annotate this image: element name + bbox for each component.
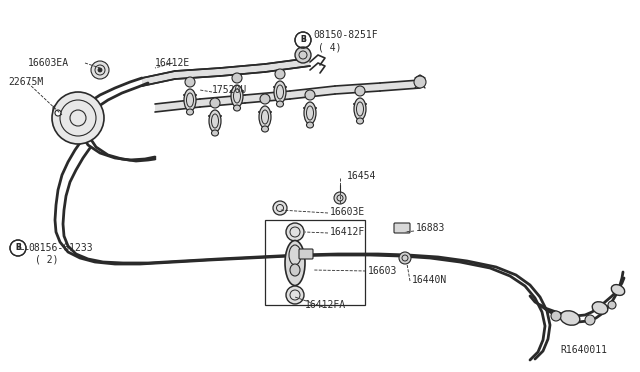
- Polygon shape: [175, 68, 220, 79]
- Circle shape: [608, 301, 616, 309]
- Text: ( 4): ( 4): [318, 43, 342, 53]
- Circle shape: [355, 86, 365, 96]
- Ellipse shape: [276, 101, 284, 107]
- Ellipse shape: [592, 302, 608, 314]
- Circle shape: [260, 94, 270, 104]
- Ellipse shape: [184, 89, 196, 111]
- Text: 16603EA: 16603EA: [28, 58, 69, 68]
- Polygon shape: [290, 86, 335, 99]
- Text: B: B: [300, 35, 306, 45]
- Ellipse shape: [611, 285, 625, 295]
- Circle shape: [52, 92, 104, 144]
- Text: B: B: [15, 244, 21, 253]
- Text: R1640011: R1640011: [560, 345, 607, 355]
- Polygon shape: [155, 99, 200, 112]
- Text: 16412E: 16412E: [155, 58, 190, 68]
- Polygon shape: [335, 83, 380, 94]
- Polygon shape: [380, 80, 420, 91]
- Circle shape: [399, 252, 411, 264]
- Circle shape: [55, 110, 61, 116]
- Text: 16883: 16883: [416, 223, 445, 233]
- Ellipse shape: [307, 122, 314, 128]
- Ellipse shape: [560, 311, 580, 325]
- Text: 16412FA: 16412FA: [305, 300, 346, 310]
- Text: B: B: [300, 35, 306, 45]
- Circle shape: [185, 77, 195, 87]
- Ellipse shape: [211, 130, 218, 136]
- Circle shape: [273, 201, 287, 215]
- Circle shape: [210, 98, 220, 108]
- Circle shape: [585, 315, 595, 325]
- Circle shape: [305, 90, 315, 100]
- FancyBboxPatch shape: [394, 223, 410, 233]
- Ellipse shape: [356, 118, 364, 124]
- Text: 08156-61233: 08156-61233: [28, 243, 93, 253]
- Circle shape: [98, 68, 102, 72]
- FancyBboxPatch shape: [53, 106, 75, 120]
- Polygon shape: [200, 95, 245, 107]
- Polygon shape: [265, 58, 310, 72]
- Text: B: B: [15, 244, 21, 253]
- Circle shape: [232, 73, 242, 83]
- Ellipse shape: [285, 241, 305, 285]
- Ellipse shape: [274, 81, 286, 103]
- Text: 16412F: 16412F: [330, 227, 365, 237]
- Polygon shape: [142, 71, 175, 86]
- Ellipse shape: [304, 102, 316, 124]
- Ellipse shape: [262, 126, 269, 132]
- Ellipse shape: [259, 106, 271, 128]
- FancyBboxPatch shape: [299, 249, 313, 259]
- Circle shape: [91, 61, 109, 79]
- Ellipse shape: [290, 264, 300, 276]
- Circle shape: [414, 76, 426, 88]
- Circle shape: [551, 311, 561, 321]
- Text: 08150-8251F: 08150-8251F: [313, 30, 378, 40]
- Text: 16454: 16454: [347, 171, 376, 181]
- Circle shape: [275, 69, 285, 79]
- Ellipse shape: [231, 85, 243, 107]
- Circle shape: [334, 192, 346, 204]
- Text: 16440N: 16440N: [412, 275, 447, 285]
- Circle shape: [286, 223, 304, 241]
- Text: 17520U: 17520U: [212, 85, 247, 95]
- Ellipse shape: [234, 105, 241, 111]
- Text: 16603: 16603: [368, 266, 397, 276]
- Text: 22675M: 22675M: [8, 77, 44, 87]
- Text: ( 2): ( 2): [35, 255, 58, 265]
- Text: 16603E: 16603E: [330, 207, 365, 217]
- Polygon shape: [245, 91, 290, 103]
- Polygon shape: [220, 64, 265, 76]
- Ellipse shape: [354, 98, 366, 120]
- Circle shape: [295, 47, 311, 63]
- Ellipse shape: [209, 110, 221, 132]
- Circle shape: [286, 286, 304, 304]
- Ellipse shape: [186, 109, 193, 115]
